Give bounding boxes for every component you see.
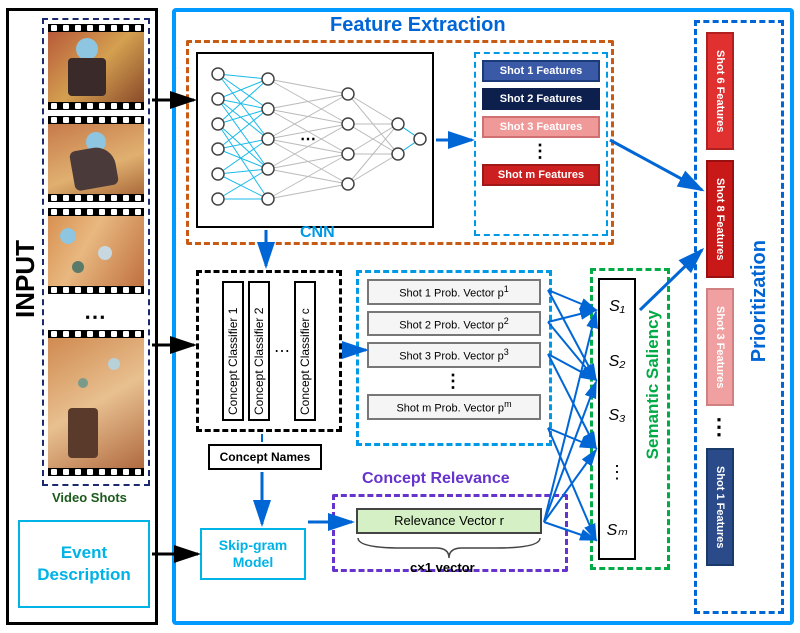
- prior-shot-8: Shot 8 Features: [706, 160, 734, 278]
- semantic-saliency-title: Semantic Saliency: [643, 310, 663, 459]
- input-label: INPUT: [10, 240, 41, 318]
- film-perforation: [48, 468, 144, 476]
- shot-feature-2: Shot 2 Features: [482, 88, 600, 110]
- skip-gram-box: Skip-gram Model: [200, 528, 306, 580]
- saliency-s1: S₁: [609, 298, 625, 316]
- diagram-root: INPUT ⋯: [0, 0, 800, 633]
- prob-vec-3: Shot 3 Prob. Vector p3: [367, 342, 541, 368]
- film-thumb-2: [48, 116, 144, 202]
- event-description-label: Event Description: [20, 542, 148, 586]
- prob-vec-m: Shot m Prob. Vector pm: [367, 394, 541, 420]
- event-description-box: Event Description: [18, 520, 150, 608]
- cnn-box: ⋯: [196, 52, 434, 228]
- film-thumb-m: [48, 330, 144, 476]
- cnn-label: CNN: [300, 224, 335, 242]
- prob-vec-2: Shot 2 Prob. Vector p2: [367, 311, 541, 337]
- prior-dots: [706, 414, 734, 440]
- concept-classifier-1: Concept Classifier 1: [222, 281, 244, 421]
- film-perforation: [48, 102, 144, 110]
- prioritization-title: Prioritization: [748, 240, 771, 362]
- cnn-network-icon: ⋯: [198, 54, 432, 226]
- video-shots-label: Video Shots: [52, 490, 127, 505]
- film-perforation: [48, 330, 144, 338]
- shot-feature-m: Shot m Features: [482, 164, 600, 186]
- concept-classifier-c: Concept Classifier c: [294, 281, 316, 421]
- cx1-label: c×1 vector: [410, 560, 475, 575]
- shot-feature-1: Shot 1 Features: [482, 60, 600, 82]
- film-perforation: [48, 208, 144, 216]
- prob-vectors-box: Shot 1 Prob. Vector p1 Shot 2 Prob. Vect…: [356, 270, 552, 446]
- saliency-s2: S₂: [609, 353, 626, 371]
- shot-features-dots: [482, 142, 600, 160]
- film-perforation: [48, 194, 144, 202]
- concept-classifier-2: Concept Classifier 2: [248, 281, 270, 421]
- prior-shot-3: Shot 3 Features: [706, 288, 734, 406]
- prob-vec-1: Shot 1 Prob. Vector p1: [367, 279, 541, 305]
- concept-classifiers-box: Concept Classifier 1 Concept Classifier …: [196, 270, 342, 432]
- film-thumb-3: [48, 208, 144, 294]
- svg-text:⋯: ⋯: [300, 131, 316, 148]
- concept-relevance-title: Concept Relevance: [362, 470, 510, 488]
- saliency-sm: Sₘ: [607, 520, 628, 540]
- shot-features-group: Shot 1 Features Shot 2 Features Shot 3 F…: [474, 52, 608, 236]
- video-dots: ⋯: [48, 304, 144, 330]
- shot-feature-3: Shot 3 Features: [482, 116, 600, 138]
- film-thumb-1: [48, 24, 144, 110]
- concept-names-box: Concept Names: [208, 444, 322, 470]
- saliency-dots: [608, 462, 626, 483]
- film-perforation: [48, 286, 144, 294]
- film-perforation: [48, 24, 144, 32]
- relevance-vector-box: Relevance Vector r: [356, 508, 542, 534]
- prob-dots: [367, 372, 541, 390]
- prior-shot-1: Shot 1 Features: [706, 448, 734, 566]
- film-perforation: [48, 116, 144, 124]
- saliency-column: S₁ S₂ S₃ Sₘ: [598, 278, 636, 560]
- prior-shot-6: Shot 6 Features: [706, 32, 734, 150]
- feature-extraction-title: Feature Extraction: [330, 14, 506, 37]
- saliency-s3: S₃: [608, 407, 625, 425]
